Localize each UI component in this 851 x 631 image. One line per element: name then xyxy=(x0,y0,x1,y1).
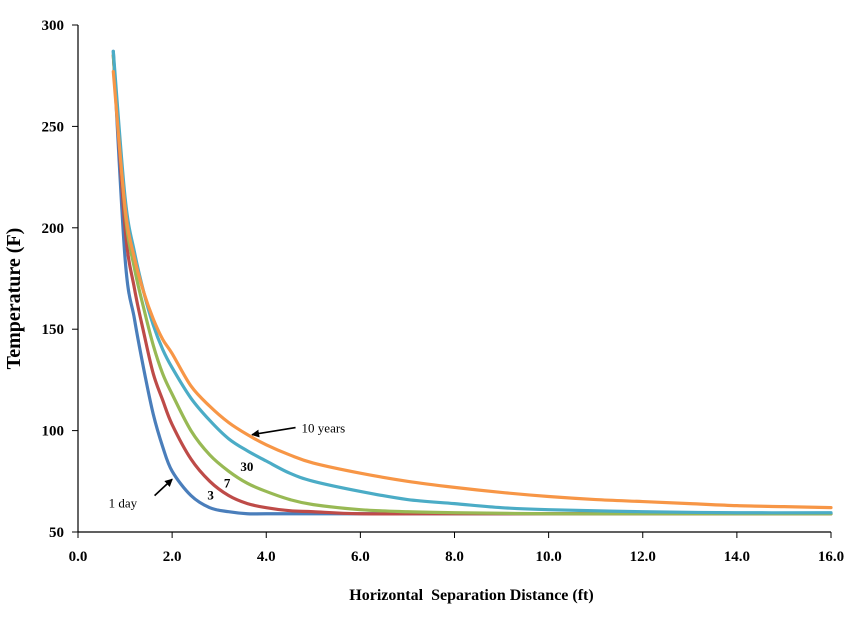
annotation-label: 10 years xyxy=(302,421,346,436)
labels: 0.0 2.0 4.0 6.0 8.0 10.0 12.0 14.0 16.0 50 100 150 2… xyxy=(3,18,844,604)
annotation-arrow xyxy=(251,426,296,438)
y-tick-label: 50 xyxy=(49,525,64,541)
x-tick-label: 8.0 xyxy=(445,549,464,565)
series-line-3 xyxy=(111,53,833,516)
x-tick-label: 10.0 xyxy=(536,549,562,565)
x-tick-label: 16.0 xyxy=(818,549,844,565)
x-tick-label: 2.0 xyxy=(163,549,182,565)
y-tick-label: 150 xyxy=(42,322,65,338)
y-tick-label: 250 xyxy=(42,119,65,135)
annotation-label: 1 day xyxy=(109,496,138,511)
series-layer xyxy=(111,49,833,516)
x-tick-label: 14.0 xyxy=(724,549,750,565)
annotation-label: 7 xyxy=(224,475,231,490)
y-tick-label: 100 xyxy=(42,424,65,440)
y-tick-label: 200 xyxy=(42,221,65,237)
x-tick-label: 6.0 xyxy=(351,549,370,565)
y-tick-label: 300 xyxy=(42,18,65,34)
annotation-label: 30 xyxy=(240,459,253,474)
y-axis-title: Temperature (F) xyxy=(3,228,25,370)
x-axis-title: Horizontal Separation Distance (ft) xyxy=(349,587,593,604)
x-tick-label: 12.0 xyxy=(630,549,656,565)
annotations: 10 years 30 73 1 day xyxy=(109,421,346,511)
axes xyxy=(72,24,832,538)
series-line-10-years xyxy=(111,70,833,510)
annotation-label: 3 xyxy=(207,487,214,502)
series-line-7 xyxy=(111,53,833,516)
series-line-30 xyxy=(111,49,833,515)
series-line-1-day xyxy=(111,49,833,516)
x-tick-label: 4.0 xyxy=(257,549,276,565)
x-tick-label: 0.0 xyxy=(69,549,88,565)
annotation-arrow xyxy=(154,478,173,497)
